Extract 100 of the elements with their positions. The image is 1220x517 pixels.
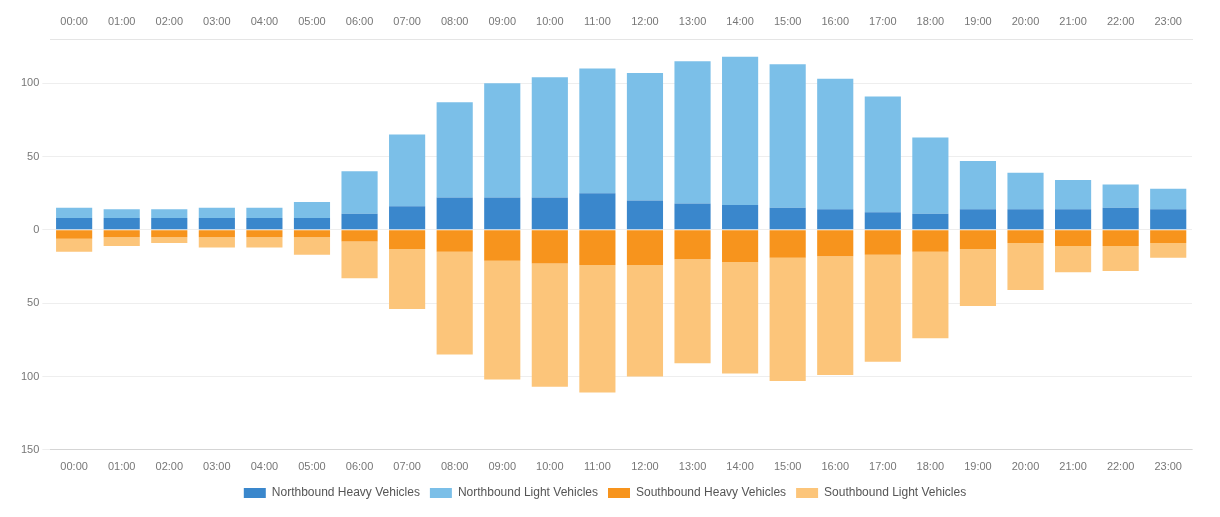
bar [389,248,426,310]
x-tick-label: 00:00 [60,460,88,473]
bar [56,207,93,219]
category-label: 09:00 [488,14,517,27]
bar [484,260,521,380]
bar [1055,209,1092,230]
y-tick-label: 0 [33,222,40,235]
y-tick-label: 50 [27,149,40,162]
bar [579,68,616,194]
bar [293,201,331,219]
bar [1102,245,1139,271]
bar [484,197,521,230]
bar [674,259,711,364]
bar [151,209,188,219]
category-label: 10:00 [536,14,564,27]
bar [246,207,283,219]
x-tick-label: 19:00 [964,460,992,473]
bar [579,265,616,393]
bar [341,230,378,242]
bar [389,134,426,207]
bar [1007,243,1044,290]
bar [864,212,901,230]
bar [1150,230,1187,244]
category-label: 07:00 [393,14,421,27]
legend-label: Southbound Light Vehicles [824,485,967,500]
bar [389,230,426,249]
category-label: 17:00 [869,14,897,27]
category-label: 00:00 [60,14,88,27]
bar [626,72,664,201]
bar [817,209,854,230]
bar [293,230,331,238]
bar [817,230,854,257]
bar [722,204,759,230]
bar [912,230,949,252]
bar [1007,172,1044,210]
bar [56,238,93,252]
x-tick-label: 21:00 [1059,460,1087,473]
bar [722,262,759,374]
bar [579,193,616,230]
x-tick-label: 09:00 [488,460,517,473]
bar [864,96,901,213]
category-label: 03:00 [203,14,231,27]
category-label: 02:00 [155,14,184,27]
bar [626,200,664,230]
bar [722,230,759,263]
bar [198,218,235,230]
bar [912,251,949,339]
bar [1102,184,1139,208]
x-tick-label: 06:00 [345,460,374,473]
bar [103,218,140,230]
category-label: 14:00 [726,14,754,27]
bar [341,213,378,230]
legend-label: Northbound Heavy Vehicles [271,485,420,500]
x-tick-label: 23:00 [1154,460,1182,473]
x-tick-label: 05:00 [298,460,326,473]
x-tick-label: 13:00 [678,460,707,473]
bar [103,230,140,238]
bar [626,265,664,377]
bar [436,251,473,355]
bar [959,160,997,210]
bar [769,207,806,230]
bar [436,230,473,252]
category-label: 13:00 [678,14,707,27]
bar [1007,209,1044,230]
x-tick-label: 18:00 [916,460,945,473]
bar [341,241,378,279]
bar [484,230,521,261]
legend-label: Northbound Light Vehicles [457,485,598,500]
x-tick-label: 17:00 [869,460,897,473]
category-label: 01:00 [107,14,136,27]
x-tick-label: 22:00 [1106,460,1135,473]
bar [959,248,997,307]
bar [198,237,235,248]
category-label: 06:00 [345,14,374,27]
y-tick-label: 50 [27,296,40,309]
category-label: 23:00 [1154,14,1182,27]
bar [1150,209,1187,230]
bar [769,64,806,208]
category-label: 20:00 [1011,14,1040,27]
bar [1102,230,1139,246]
bar [864,254,901,362]
bar [674,203,711,230]
bar [246,237,283,248]
x-tick-label: 07:00 [393,460,421,473]
category-label: 15:00 [773,14,802,27]
bar [103,209,140,219]
bar [389,206,426,230]
bar [151,218,188,230]
bar [56,230,93,239]
bar [531,263,568,387]
bar [151,230,188,238]
bar [198,207,235,219]
bar [959,209,997,230]
category-label: 22:00 [1106,14,1135,27]
bar [674,230,711,260]
x-tick-label: 16:00 [821,460,849,473]
bar [1055,230,1092,246]
bar [1007,230,1044,244]
bar [769,230,806,258]
bar [341,171,378,214]
